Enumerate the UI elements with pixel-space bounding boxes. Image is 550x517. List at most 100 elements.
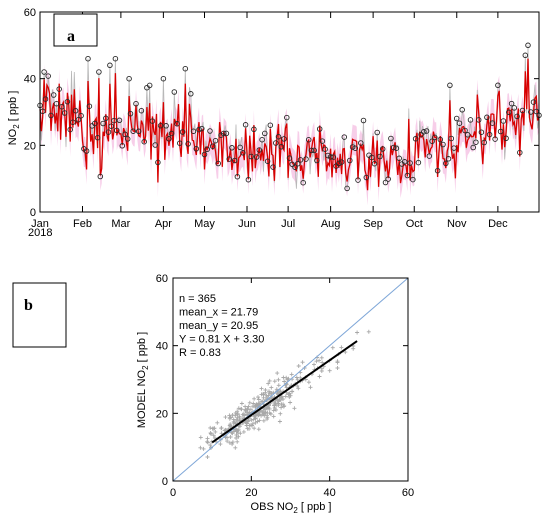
scatter-point xyxy=(218,442,223,447)
panel-a-ytick-label: 0 xyxy=(30,207,36,219)
observed-point xyxy=(305,136,312,143)
observed-point xyxy=(174,121,180,127)
observed-point xyxy=(341,134,348,140)
scatter-point xyxy=(234,436,239,440)
scatter-point xyxy=(230,440,235,445)
scatter-point xyxy=(366,329,371,334)
observed-point xyxy=(220,130,227,137)
scatter-point xyxy=(265,411,270,415)
observed-point xyxy=(429,138,435,144)
scatter-point xyxy=(298,375,303,380)
observed-point xyxy=(297,157,304,163)
observed-point xyxy=(107,62,113,69)
observed-point xyxy=(440,141,446,148)
observed-point xyxy=(379,146,386,152)
scatter-point xyxy=(232,420,237,425)
panel-a-xtick-label: Jul xyxy=(281,218,295,230)
observed-point xyxy=(135,128,142,135)
scatter-point xyxy=(272,405,277,410)
observed-point xyxy=(388,135,394,142)
observed-point xyxy=(67,126,73,133)
scatter-point xyxy=(283,394,288,399)
observed-point xyxy=(72,108,79,114)
observed-point xyxy=(462,127,468,134)
scatter-point xyxy=(277,419,282,424)
observed-point xyxy=(199,125,205,132)
scatter-point xyxy=(213,429,218,434)
scatter-point xyxy=(205,436,210,441)
observed-point xyxy=(138,107,145,114)
scatter-point xyxy=(282,379,287,384)
scatter-point xyxy=(308,385,313,390)
observed-point xyxy=(303,156,309,162)
observed-point xyxy=(267,122,274,128)
observed-point xyxy=(234,173,241,180)
scatter-point xyxy=(241,429,246,434)
scatter-point xyxy=(239,401,244,406)
observed-point xyxy=(327,154,334,160)
panel-a-xtick-label: Feb xyxy=(73,218,92,230)
scatter-point xyxy=(241,416,246,421)
observed-point xyxy=(259,136,265,143)
observed-point xyxy=(484,114,490,121)
observed-point xyxy=(94,134,101,141)
panel-b-stat-line: R = 0.83 xyxy=(179,347,221,359)
panel-a-plot-frame xyxy=(39,11,540,213)
panel-a-series-layer xyxy=(37,42,542,206)
scatter-point xyxy=(201,446,206,451)
panel-a-y-axis-title: NO2 [ ppb ] xyxy=(7,91,21,146)
panel-b-xtick-label: 20 xyxy=(245,487,257,499)
scatter-point xyxy=(238,418,242,423)
observed-point xyxy=(166,136,172,142)
scatter-point xyxy=(335,360,340,365)
scatter-point xyxy=(275,371,280,376)
scatter-point xyxy=(230,431,235,436)
observed-point xyxy=(204,146,210,153)
observed-point xyxy=(486,131,493,138)
panel-a-label-box xyxy=(53,13,98,47)
observed-point xyxy=(308,147,315,154)
observed-point xyxy=(96,69,102,75)
panel-a-ylabel-subscript: 2 xyxy=(12,124,21,129)
observed-point xyxy=(273,140,279,146)
scatter-point xyxy=(290,389,295,394)
observed-point xyxy=(338,159,345,165)
observed-point xyxy=(56,86,62,92)
scatter-point xyxy=(244,420,249,425)
observed-point xyxy=(163,123,169,129)
observed-point xyxy=(456,120,463,126)
observed-point xyxy=(358,140,364,146)
observed-point xyxy=(278,144,285,150)
observed-point xyxy=(478,129,485,135)
observed-point xyxy=(149,118,156,124)
observed-point xyxy=(42,96,49,102)
panel-b-xtick-label: 40 xyxy=(324,487,336,499)
observed-point xyxy=(390,144,397,151)
observed-point xyxy=(336,160,342,167)
regression-line xyxy=(211,340,358,444)
scatter-point xyxy=(277,398,282,403)
observed-point xyxy=(226,156,232,162)
observed-point xyxy=(155,159,161,166)
scatter-point xyxy=(271,414,276,419)
panel-b-ylabel-main: MODEL NO xyxy=(136,369,148,428)
panel-b-xtick-label: 0 xyxy=(170,487,176,499)
observed-point xyxy=(112,55,119,62)
scatter-point xyxy=(198,445,203,450)
observed-point xyxy=(223,130,230,137)
observed-point xyxy=(360,117,367,124)
observed-point xyxy=(495,82,501,89)
panel-a-xtick-label: Oct xyxy=(406,218,423,230)
scatter-point xyxy=(237,414,242,419)
scatter-point xyxy=(252,414,257,419)
scatter-point xyxy=(276,377,281,382)
scatter-point xyxy=(210,426,215,431)
scatter-point xyxy=(319,355,324,360)
observed-point xyxy=(179,129,186,135)
scatter-point xyxy=(267,389,271,394)
observed-point xyxy=(256,147,263,153)
scatter-point xyxy=(263,407,267,412)
panel-b-x-axis-title: OBS NO2 [ ppb ] xyxy=(251,501,332,515)
observed-point xyxy=(355,177,361,183)
